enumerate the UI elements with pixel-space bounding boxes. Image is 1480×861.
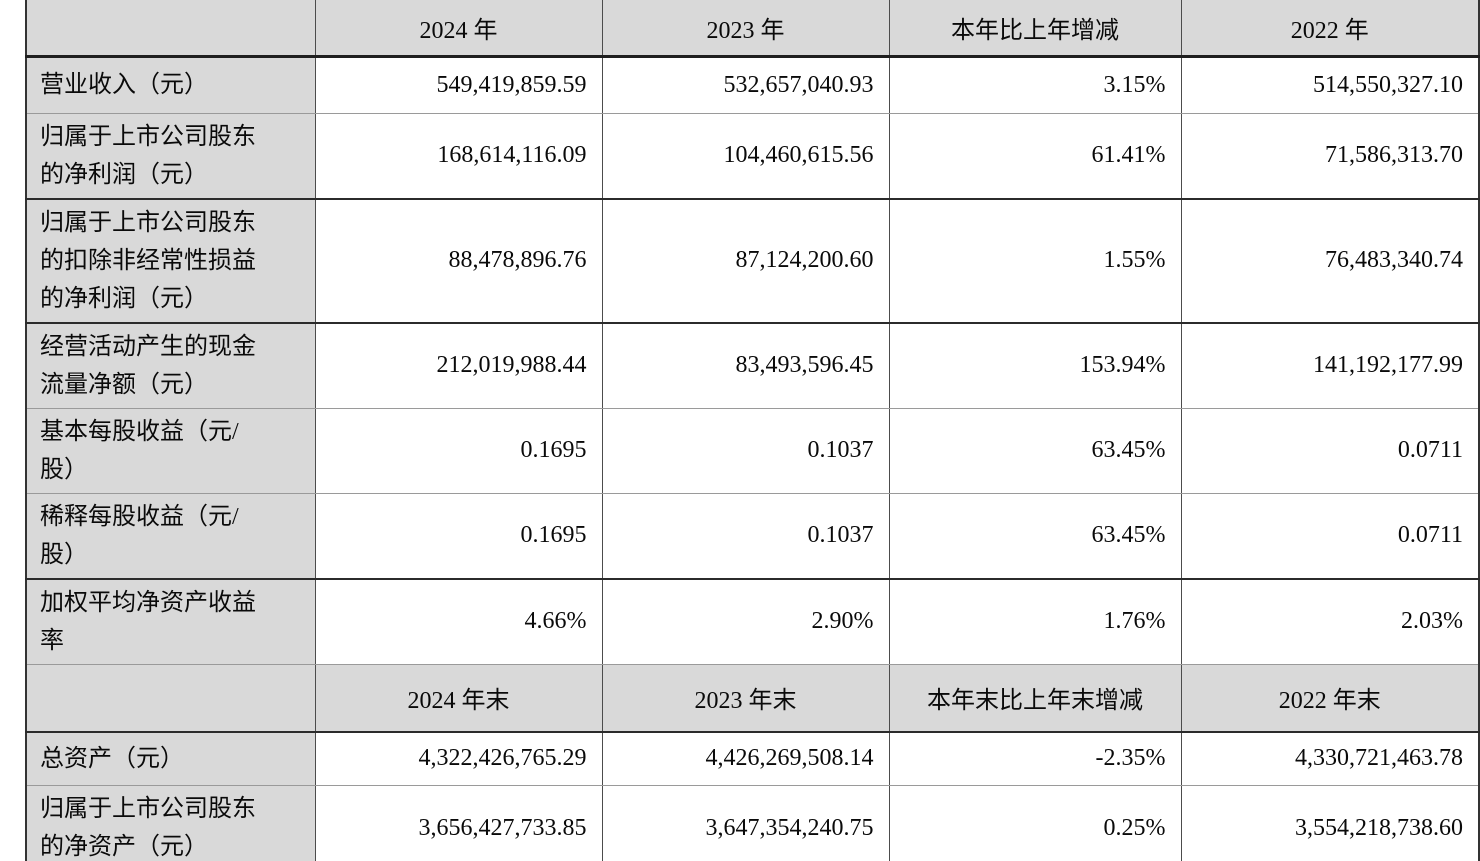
value-change: 0.25% xyxy=(888,785,1182,861)
value-change: 63.45% xyxy=(888,408,1182,494)
value-2023: 104,460,615.56 xyxy=(601,113,890,200)
row-label: 基本每股收益（元/ 股） xyxy=(25,408,316,494)
value-change: 1.55% xyxy=(888,198,1182,324)
value-2022: 76,483,340.74 xyxy=(1180,198,1480,324)
value-2024: 88,478,896.76 xyxy=(314,198,603,324)
row-label: 稀释每股收益（元/ 股） xyxy=(25,493,316,580)
value-2023: 83,493,596.45 xyxy=(601,322,890,409)
row-label: 归属于上市公司股东 的净利润（元） xyxy=(25,113,316,200)
row-label: 营业收入（元） xyxy=(25,56,316,114)
value-2024: 4,322,426,765.29 xyxy=(314,731,603,786)
header-yearend-change: 本年末比上年末增减 xyxy=(888,664,1182,733)
value-2024: 0.1695 xyxy=(314,408,603,494)
row-label: 归属于上市公司股东 的扣除非经常性损益 的净利润（元） xyxy=(25,198,316,324)
value-2024: 549,419,859.59 xyxy=(314,56,603,114)
header-2023-yearend: 2023 年末 xyxy=(601,664,890,733)
row-label: 经营活动产生的现金 流量净额（元） xyxy=(25,322,316,409)
table-row-weighted-avg-roe: 加权平均净资产收益 率 4.66% 2.90% 1.76% 2.03% xyxy=(25,578,1480,665)
header-2024: 2024 年 xyxy=(314,0,603,58)
table-row-total-assets: 总资产（元） 4,322,426,765.29 4,426,269,508.14… xyxy=(25,731,1480,786)
value-2022: 2.03% xyxy=(1180,578,1480,665)
value-change: 1.76% xyxy=(888,578,1182,665)
table-row-diluted-eps: 稀释每股收益（元/ 股） 0.1695 0.1037 63.45% 0.0711 xyxy=(25,493,1480,580)
value-2023: 3,647,354,240.75 xyxy=(601,785,890,861)
value-2024: 0.1695 xyxy=(314,493,603,580)
header-2022: 2022 年 xyxy=(1180,0,1480,58)
value-change: 63.45% xyxy=(888,493,1182,580)
value-2023: 2.90% xyxy=(601,578,890,665)
table-header-row-yearend: 2024 年末 2023 年末 本年末比上年末增减 2022 年末 xyxy=(25,664,1480,733)
value-2024: 168,614,116.09 xyxy=(314,113,603,200)
value-2023: 532,657,040.93 xyxy=(601,56,890,114)
table-row-revenue: 营业收入（元） 549,419,859.59 532,657,040.93 3.… xyxy=(25,56,1480,114)
value-2022: 0.0711 xyxy=(1180,493,1480,580)
header-2024-yearend: 2024 年末 xyxy=(314,664,603,733)
header-2023: 2023 年 xyxy=(601,0,890,58)
value-2022: 4,330,721,463.78 xyxy=(1180,731,1480,786)
table-row-net-profit-excl-nonrecurring: 归属于上市公司股东 的扣除非经常性损益 的净利润（元） 88,478,896.7… xyxy=(25,198,1480,324)
value-2024: 3,656,427,733.85 xyxy=(314,785,603,861)
value-2022: 71,586,313.70 xyxy=(1180,113,1480,200)
value-2024: 212,019,988.44 xyxy=(314,322,603,409)
value-2023: 0.1037 xyxy=(601,493,890,580)
financial-summary-table: 2024 年 2023 年 本年比上年增减 2022 年 营业收入（元） 549… xyxy=(25,0,1480,861)
value-2022: 141,192,177.99 xyxy=(1180,322,1480,409)
table-header-row-annual: 2024 年 2023 年 本年比上年增减 2022 年 xyxy=(25,0,1480,58)
value-2023: 87,124,200.60 xyxy=(601,198,890,324)
table-row-net-assets: 归属于上市公司股东 的净资产（元） 3,656,427,733.85 3,647… xyxy=(25,785,1480,861)
value-change: 61.41% xyxy=(888,113,1182,200)
value-2022: 0.0711 xyxy=(1180,408,1480,494)
value-2023: 0.1037 xyxy=(601,408,890,494)
header-yoy-change: 本年比上年增减 xyxy=(888,0,1182,58)
value-2022: 514,550,327.10 xyxy=(1180,56,1480,114)
table-row-operating-cash-flow: 经营活动产生的现金 流量净额（元） 212,019,988.44 83,493,… xyxy=(25,322,1480,409)
value-change: -2.35% xyxy=(888,731,1182,786)
value-2022: 3,554,218,738.60 xyxy=(1180,785,1480,861)
table-row-net-profit: 归属于上市公司股东 的净利润（元） 168,614,116.09 104,460… xyxy=(25,113,1480,200)
value-change: 3.15% xyxy=(888,56,1182,114)
row-label: 归属于上市公司股东 的净资产（元） xyxy=(25,785,316,861)
value-change: 153.94% xyxy=(888,322,1182,409)
value-2023: 4,426,269,508.14 xyxy=(601,731,890,786)
value-2024: 4.66% xyxy=(314,578,603,665)
row-label: 加权平均净资产收益 率 xyxy=(25,578,316,665)
header-2022-yearend: 2022 年末 xyxy=(1180,664,1480,733)
header-blank-cell xyxy=(25,664,316,733)
row-label: 总资产（元） xyxy=(25,731,316,786)
table-row-basic-eps: 基本每股收益（元/ 股） 0.1695 0.1037 63.45% 0.0711 xyxy=(25,408,1480,494)
header-blank-cell xyxy=(25,0,316,58)
